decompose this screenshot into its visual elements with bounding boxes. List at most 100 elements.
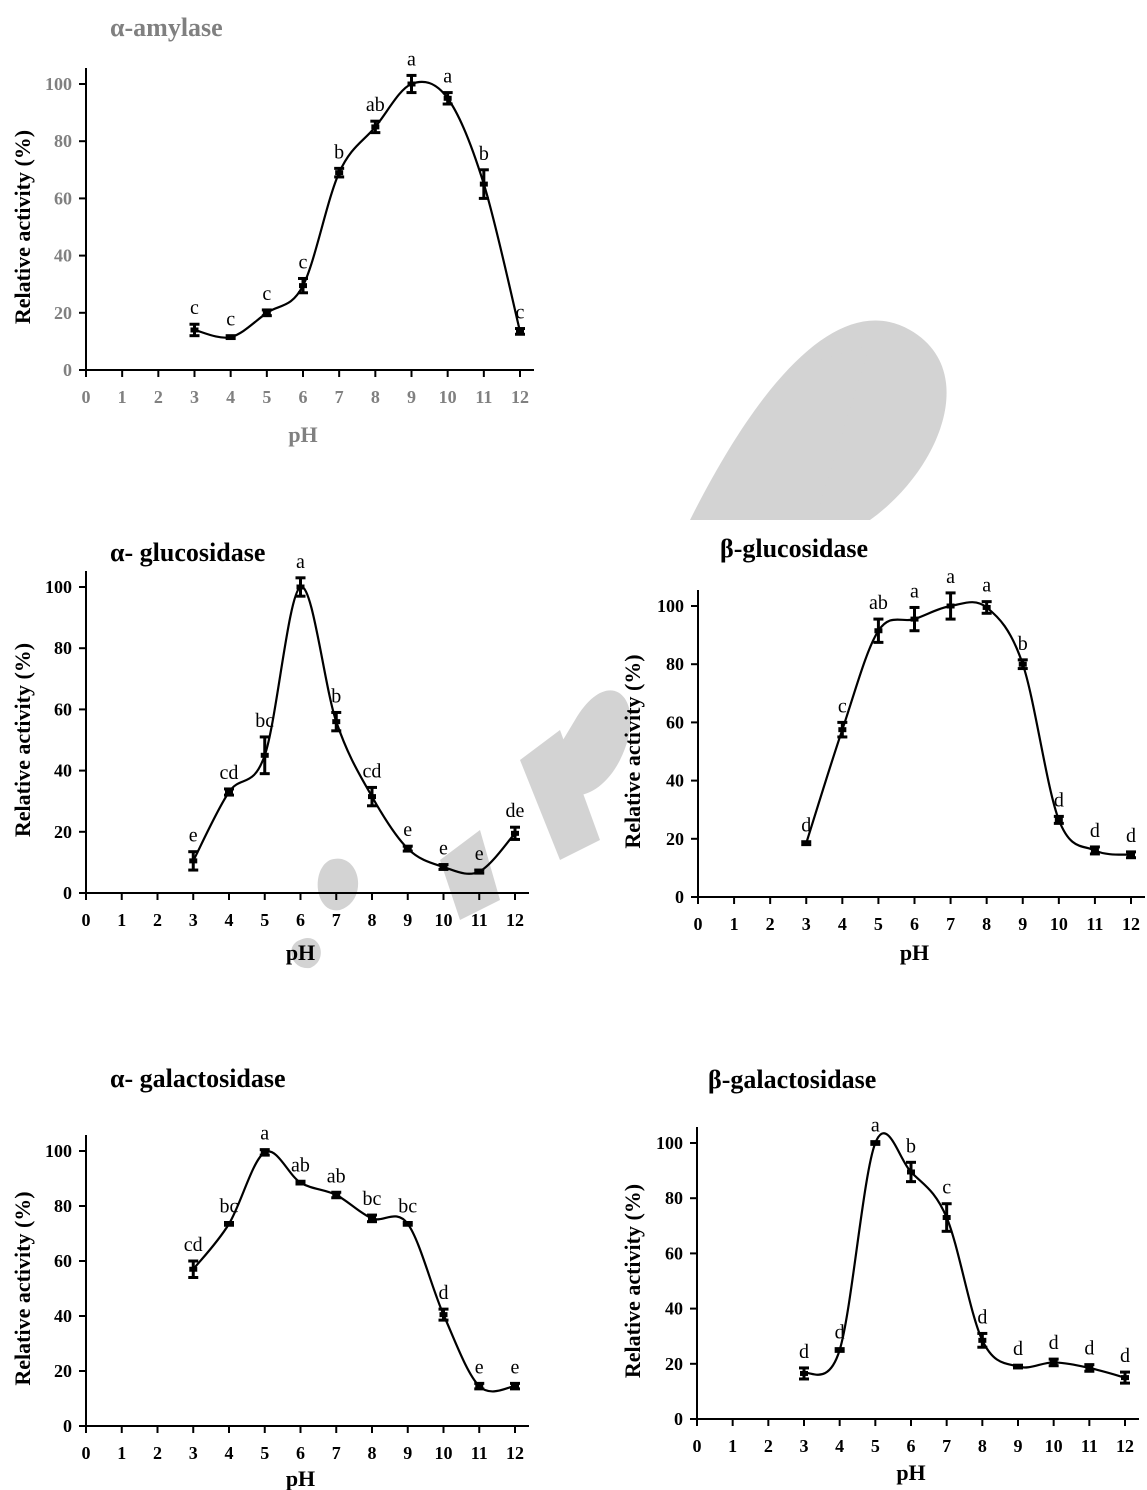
- y-tick-label: 20: [54, 822, 72, 842]
- y-tick-label: 100: [45, 74, 72, 94]
- significance-label: d: [1054, 789, 1064, 811]
- data-point: [371, 124, 380, 130]
- data-point: [225, 1221, 233, 1227]
- significance-label: e: [403, 819, 412, 841]
- significance-label: ab: [366, 94, 385, 116]
- data-point: [835, 1347, 844, 1353]
- x-tick-label: 3: [800, 1436, 809, 1456]
- y-tick-label: 60: [54, 188, 72, 208]
- series-line: [192, 1150, 516, 1393]
- y-tick-label: 40: [54, 1306, 72, 1326]
- y-axis-label: Relative activity (%): [620, 1184, 645, 1378]
- significance-label: d: [1090, 820, 1100, 842]
- x-tick-label: 11: [1086, 914, 1103, 934]
- data-point: [982, 604, 991, 610]
- y-tick-label: 100: [45, 1141, 72, 1161]
- x-tick-label: 5: [871, 1436, 880, 1456]
- x-tick-label: 0: [82, 387, 91, 407]
- x-tick-label: 11: [471, 1443, 488, 1463]
- data-point: [1085, 1365, 1094, 1371]
- x-tick-label: 5: [260, 1443, 269, 1463]
- y-tick-label: 100: [657, 596, 684, 616]
- data-point: [335, 170, 344, 176]
- x-tick-label: 1: [728, 1436, 737, 1456]
- y-tick-label: 60: [54, 699, 72, 719]
- x-tick-label: 5: [262, 387, 271, 407]
- y-tick-label: 0: [63, 1416, 72, 1436]
- x-tick-label: 12: [1116, 1436, 1134, 1456]
- x-axis-label: pH: [896, 1460, 925, 1485]
- data-point: [443, 95, 452, 101]
- data-point: [262, 310, 271, 316]
- significance-label: b: [331, 685, 341, 707]
- data-point: [1090, 847, 1099, 853]
- data-point: [439, 864, 448, 870]
- significance-label: c: [838, 695, 847, 717]
- significance-label: e: [475, 1356, 484, 1378]
- y-tick-label: 40: [665, 1299, 683, 1319]
- significance-label: a: [871, 1115, 880, 1137]
- x-tick-label: 2: [153, 910, 162, 930]
- chart-title: α- glucosidase: [110, 538, 265, 567]
- x-tick-label: 5: [874, 914, 883, 934]
- series-line: [194, 80, 522, 339]
- x-tick-label: 11: [1081, 1436, 1098, 1456]
- x-tick-label: 7: [332, 1443, 341, 1463]
- data-point: [299, 283, 307, 289]
- significance-label: cd: [184, 1234, 203, 1256]
- data-point: [260, 1149, 269, 1155]
- x-tick-label: 1: [117, 1443, 126, 1463]
- x-tick-label: 6: [910, 914, 919, 934]
- significance-label: d: [1120, 1345, 1130, 1367]
- x-tick-label: 7: [942, 1436, 951, 1456]
- x-tick-label: 4: [226, 387, 235, 407]
- x-tick-label: 12: [1122, 914, 1140, 934]
- data-point: [260, 752, 269, 758]
- y-axis-label: Relative activity (%): [10, 1191, 35, 1385]
- significance-label: d: [801, 815, 811, 837]
- y-tick-label: 60: [665, 1243, 683, 1263]
- y-tick-label: 80: [54, 131, 72, 151]
- data-point: [403, 1221, 412, 1227]
- x-tick-label: 11: [475, 387, 492, 407]
- data-point: [479, 181, 488, 187]
- y-tick-label: 80: [665, 1188, 683, 1208]
- y-axis-label: Relative activity (%): [10, 643, 35, 837]
- significance-label: de: [506, 800, 525, 822]
- significance-label: e: [189, 825, 198, 847]
- significance-label: c: [190, 297, 199, 319]
- x-tick-label: 0: [693, 1436, 702, 1456]
- significance-label: bc: [220, 1196, 239, 1218]
- x-tick-label: 3: [189, 910, 198, 930]
- significance-label: e: [439, 838, 448, 860]
- data-point: [407, 81, 416, 87]
- x-tick-label: 9: [407, 387, 416, 407]
- data-point: [802, 840, 811, 846]
- y-axis-label: Relative activity (%): [620, 654, 645, 848]
- x-tick-label: 4: [838, 914, 847, 934]
- data-point: [439, 1312, 448, 1318]
- x-tick-label: 4: [835, 1436, 844, 1456]
- x-tick-label: 12: [511, 387, 529, 407]
- x-tick-label: 0: [82, 910, 91, 930]
- significance-label: d: [977, 1306, 987, 1328]
- significance-label: a: [982, 575, 991, 597]
- x-tick-label: 4: [225, 1443, 234, 1463]
- x-axis-label: pH: [288, 422, 317, 447]
- significance-label: a: [260, 1123, 269, 1145]
- series-line: [805, 601, 1132, 856]
- data-point: [368, 1215, 376, 1221]
- x-tick-label: 12: [506, 910, 524, 930]
- x-tick-label: 5: [260, 910, 269, 930]
- x-tick-label: 12: [506, 1443, 524, 1463]
- y-tick-label: 0: [674, 1409, 683, 1429]
- significance-label: cd: [220, 762, 239, 784]
- data-point: [332, 1192, 341, 1198]
- x-tick-label: 8: [978, 1436, 987, 1456]
- x-tick-label: 3: [189, 1443, 198, 1463]
- x-tick-label: 9: [1018, 914, 1027, 934]
